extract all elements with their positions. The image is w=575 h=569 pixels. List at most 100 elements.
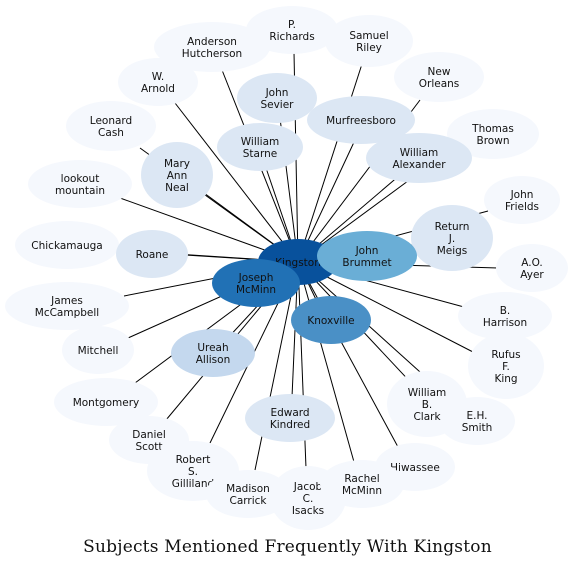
node-b-harrison[interactable]: B. Harrison [458, 292, 552, 340]
node-label-hiwassee: Hiwassee [390, 462, 440, 474]
node-label-joseph-mcminn: Joseph McMinn [236, 272, 276, 296]
node-label-john-sevier: John Sevier [260, 87, 294, 111]
node-label-james-mccampbell: James McCampbell [35, 295, 99, 319]
node-label-robert-s-gilliland: Robert S. Gilliland [172, 454, 214, 490]
node-joseph-mcminn[interactable]: Joseph McMinn [212, 259, 300, 307]
node-label-new-orleans: New Orleans [419, 66, 460, 90]
node-ellipse-joseph-mcminn [212, 259, 300, 307]
node-label-ao-ayer: A.O. Ayer [520, 257, 544, 281]
node-john-brummet[interactable]: John Brummet [317, 231, 417, 281]
node-label-eh-smith: E.H. Smith [462, 410, 493, 434]
node-ellipse-lookout-mountain [28, 160, 132, 208]
node-ellipse-montgomery [54, 378, 158, 426]
node-label-mary-ann-neal: Mary Ann Neal [164, 158, 190, 194]
node-ureah-allison[interactable]: Ureah Allison [171, 329, 255, 377]
node-ellipse-john-sevier [237, 73, 317, 123]
node-ellipse-william-starne [217, 123, 303, 171]
graph-nodes: P. Richards Samuel Riley Anderson Hutcherson N… [5, 6, 568, 530]
node-anderson-hutcherson[interactable]: Anderson Hutcherson [154, 22, 270, 72]
node-label-rachel-mcminn: Rachel McMinn [342, 473, 382, 497]
node-ellipse-roane [116, 230, 188, 278]
node-ellipse-samuel-riley [325, 15, 413, 67]
node-john-frields[interactable]: John Frields [484, 176, 560, 224]
node-chickamauga[interactable]: Chickamauga [15, 221, 119, 269]
node-label-daniel-scott: Daniel Scott [132, 429, 165, 453]
node-ellipse-ureah-allison [171, 329, 255, 377]
node-ellipse-anderson-hutcherson [154, 22, 270, 72]
node-label-ureah-allison: Ureah Allison [196, 342, 230, 366]
node-knoxville[interactable]: Knoxville [291, 296, 371, 344]
node-label-john-frields: John Frields [505, 189, 539, 213]
node-ellipse-rufus-f-king [468, 333, 544, 399]
node-john-sevier[interactable]: John Sevier [237, 73, 317, 123]
node-label-w-arnold: W. Arnold [141, 71, 175, 95]
node-label-mitchell: Mitchell [78, 345, 119, 357]
graph-title: Subjects Mentioned Frequently With Kings… [83, 537, 492, 557]
node-label-william-b-clark: William B. Clark [408, 387, 446, 423]
node-label-william-starne: William Starne [241, 136, 279, 160]
node-ellipse-james-mccampbell [5, 282, 129, 330]
node-thomas-brown[interactable]: Thomas Brown [447, 109, 539, 159]
node-ellipse-mary-ann-neal [141, 142, 213, 208]
node-ellipse-mitchell [62, 326, 134, 374]
node-leonard-cash[interactable]: Leonard Cash [66, 101, 156, 151]
node-label-rufus-f-king: Rufus F. King [491, 349, 520, 385]
node-ellipse-john-frields [484, 176, 560, 224]
node-mitchell[interactable]: Mitchell [62, 326, 134, 374]
node-label-return-j-meigs: Return J. Meigs [435, 221, 470, 257]
node-james-mccampbell[interactable]: James McCampbell [5, 282, 129, 330]
node-return-j-meigs[interactable]: Return J. Meigs [411, 205, 493, 271]
edge-kingston-w-arnold [174, 102, 299, 263]
node-label-chickamauga: Chickamauga [31, 240, 102, 252]
node-edward-kindred[interactable]: Edward Kindred [245, 394, 335, 442]
node-ellipse-ao-ayer [496, 244, 568, 292]
node-ellipse-new-orleans [394, 52, 484, 102]
node-rufus-f-king[interactable]: Rufus F. King [468, 333, 544, 399]
node-lookout-mountain[interactable]: lookout mountain [28, 160, 132, 208]
edge-kingston-rachel-mcminn [297, 261, 355, 463]
node-label-roane: Roane [136, 249, 169, 261]
node-label-b-harrison: B. Harrison [483, 305, 527, 329]
node-label-leonard-cash: Leonard Cash [90, 115, 132, 139]
node-roane[interactable]: Roane [116, 230, 188, 278]
node-label-samuel-riley: Samuel Riley [349, 30, 388, 54]
node-rachel-mcminn[interactable]: Rachel McMinn [320, 460, 404, 508]
node-label-anderson-hutcherson: Anderson Hutcherson [182, 36, 242, 60]
node-samuel-riley[interactable]: Samuel Riley [325, 15, 413, 67]
node-ellipse-p-richards [246, 6, 338, 54]
node-ellipse-leonard-cash [66, 101, 156, 151]
node-ellipse-w-arnold [118, 58, 198, 106]
node-madison-carrick[interactable]: Madison Carrick [206, 470, 290, 518]
node-ellipse-william-b-clark [387, 371, 467, 437]
node-label-jacob-c-isacks: Jacob C. Isacks [292, 481, 324, 517]
node-ellipse-b-harrison [458, 292, 552, 340]
node-label-murfreesboro: Murfreesboro [326, 115, 396, 127]
node-label-lookout-mountain: lookout mountain [55, 173, 105, 197]
node-william-starne[interactable]: William Starne [217, 123, 303, 171]
node-ellipse-thomas-brown [447, 109, 539, 159]
node-label-montgomery: Montgomery [73, 397, 140, 409]
node-mary-ann-neal[interactable]: Mary Ann Neal [141, 142, 213, 208]
node-p-richards[interactable]: P. Richards [246, 6, 338, 54]
node-montgomery[interactable]: Montgomery [54, 378, 158, 426]
node-murfreesboro[interactable]: Murfreesboro [307, 96, 415, 144]
node-label-edward-kindred: Edward Kindred [270, 407, 310, 431]
node-ellipse-murfreesboro [307, 96, 415, 144]
node-william-b-clark[interactable]: William B. Clark [387, 371, 467, 437]
node-ellipse-return-j-meigs [411, 205, 493, 271]
node-ellipse-chickamauga [15, 221, 119, 269]
node-w-arnold[interactable]: W. Arnold [118, 58, 198, 106]
node-ellipse-knoxville [291, 296, 371, 344]
node-ao-ayer[interactable]: A.O. Ayer [496, 244, 568, 292]
node-ellipse-madison-carrick [206, 470, 290, 518]
node-label-william-alexander: William Alexander [392, 147, 446, 171]
node-ellipse-william-alexander [366, 133, 472, 183]
node-ellipse-rachel-mcminn [320, 460, 404, 508]
node-ellipse-edward-kindred [245, 394, 335, 442]
node-label-thomas-brown: Thomas Brown [471, 123, 514, 147]
node-label-john-brummet: John Brummet [342, 245, 391, 269]
node-label-p-richards: P. Richards [269, 19, 314, 43]
node-new-orleans[interactable]: New Orleans [394, 52, 484, 102]
node-william-alexander[interactable]: William Alexander [366, 133, 472, 183]
